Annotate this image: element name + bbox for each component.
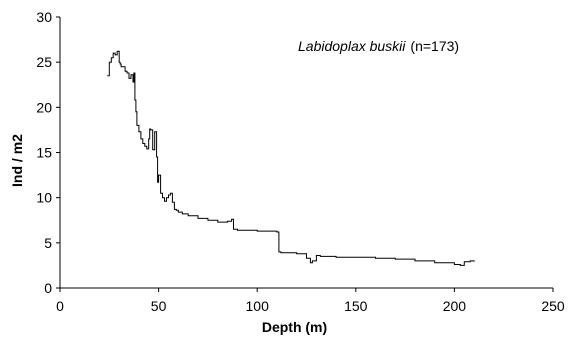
y-tick-label: 25 [36, 54, 52, 70]
y-tick-label: 30 [36, 9, 52, 25]
x-tick-label: 200 [443, 298, 467, 314]
x-tick-label: 0 [56, 298, 64, 314]
series-line [107, 50, 475, 266]
x-axis-ticks: 0 50 100 150 200 250 [56, 288, 565, 314]
y-tick-label: 5 [44, 235, 52, 251]
species-name: Labidoplax buskii [298, 38, 406, 54]
x-tick-label: 50 [151, 298, 167, 314]
y-tick-label: 15 [36, 145, 52, 161]
y-axis-ticks: 0 5 10 15 20 25 30 [36, 9, 60, 296]
species-annotation: Labidoplax buskii (n=173) [298, 38, 459, 54]
y-tick-label: 20 [36, 99, 52, 115]
y-tick-label: 0 [44, 280, 52, 296]
x-tick-label: 250 [541, 298, 565, 314]
y-tick-label: 10 [36, 190, 52, 206]
y-axis-title: Ind / m2 [9, 134, 25, 187]
x-tick-label: 150 [344, 298, 368, 314]
sample-count: (n=173) [410, 38, 459, 54]
x-axis-title: Depth (m) [262, 319, 327, 335]
x-tick-label: 100 [246, 298, 270, 314]
